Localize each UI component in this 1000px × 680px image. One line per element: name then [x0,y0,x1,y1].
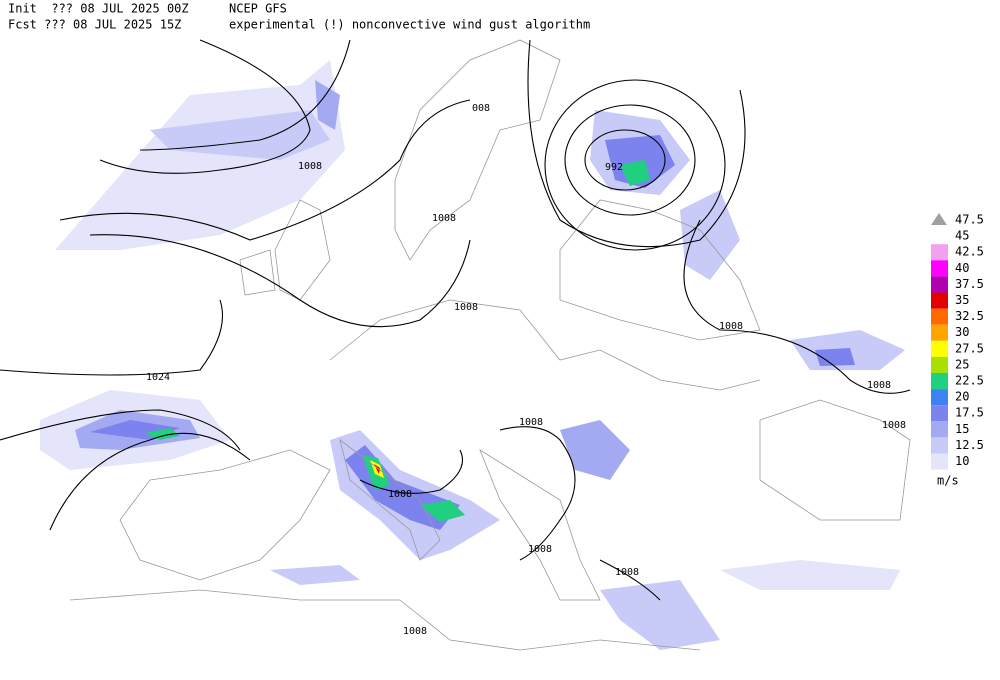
isobar-label: 1008 [528,544,552,555]
isobar-label: 1008 [454,302,478,313]
legend-label: 47.5 [955,213,984,227]
legend-label: 37.5 [955,277,984,291]
legend-swatch [931,356,948,373]
legend-label: 10 [955,454,969,468]
legend-swatch [931,276,948,293]
legend-label: 42.5 [955,245,984,259]
wind-gust-shading [40,60,905,650]
legend-swatch [931,292,948,309]
isobar-label: 1008 [615,567,639,578]
legend-label: 40 [955,261,969,275]
legend-label: 35 [955,293,969,307]
isobar-label: 1008 [298,161,322,172]
legend-label: 17.5 [955,406,984,420]
legend-label: 30 [955,325,969,339]
legend-swatch [931,324,948,341]
legend-swatch [931,437,948,454]
legend-label: 27.5 [955,341,984,355]
legend-label: 12.5 [955,438,984,452]
legend-swatch [931,308,948,325]
legend-swatch [931,453,948,470]
init-line: Init ??? 08 JUL 2025 00Z [8,2,189,16]
legend-swatch [931,389,948,406]
legend-swatch [931,228,948,245]
legend-swatch [931,373,948,390]
isobar-label: 1008 [867,380,891,391]
legend: m/s 47.5 45 42.5 40 37.5 35 32.5 30 27.5 25 22.5 20… [931,213,984,488]
legend-swatch [931,260,948,277]
isobar-label: 008 [472,103,490,114]
legend-swatch [931,405,948,422]
legend-label: 25 [955,357,969,371]
isobar-label: 1008 [719,321,743,332]
coastlines [69,39,911,651]
legend-unit: m/s [937,474,959,488]
legend-label: 45 [955,229,969,243]
legend-label: 15 [955,422,969,436]
legend-swatch [931,244,948,261]
fcst-line: Fcst ??? 08 JUL 2025 15Z [8,18,181,32]
legend-swatch [931,213,947,225]
model: NCEP GFS [229,2,287,16]
isobar-label: 1008 [403,626,427,637]
isobar-label: 1008 [388,489,412,500]
legend-swatch [931,421,948,438]
description: experimental (!) nonconvective wind gust… [229,18,590,32]
isobars [0,39,911,601]
isobar-label: 1008 [519,417,543,428]
legend-swatch [931,340,948,357]
legend-label: 20 [955,390,969,404]
isobar-label: 1008 [882,420,906,431]
isobar-labels: 008 1008 1008 1008 992 1008 1008 1008 10… [146,103,906,637]
legend-label: 32.5 [955,309,984,323]
isobar-label: 1024 [146,372,170,383]
isobar-label: 992 [605,162,623,173]
isobar-label: 1008 [432,213,456,224]
legend-label: 22.5 [955,374,984,388]
